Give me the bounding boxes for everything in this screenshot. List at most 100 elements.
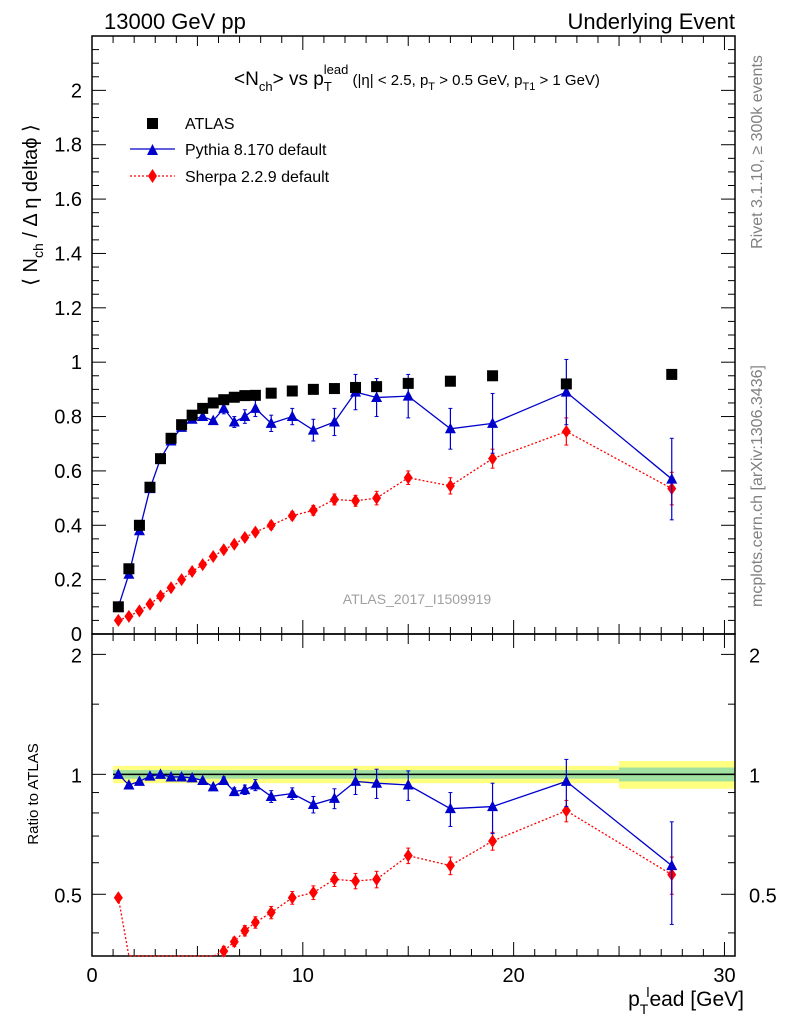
sherpa-main-point xyxy=(445,479,455,493)
pythia-main-point xyxy=(265,417,277,428)
xtick-label: 20 xyxy=(503,965,525,987)
legend-pythia-label: Pythia 8.170 default xyxy=(185,142,327,159)
ratio-ytick-label: 2 xyxy=(71,645,82,667)
main-ytick-label: 1.8 xyxy=(54,135,82,157)
sherpa-ratio-point xyxy=(287,891,297,905)
title-part: <N xyxy=(234,69,259,90)
pythia-main-point xyxy=(286,410,298,422)
plot-title: <Nch> vs pTlead (|η| < 2.5, pT > 0.5 GeV… xyxy=(234,62,600,94)
main-ytick-label: 0.2 xyxy=(54,570,82,592)
legend-pythia-marker xyxy=(147,144,158,155)
pythia-ratio-point xyxy=(144,770,156,781)
xlabel-part: ead [GeV] xyxy=(649,988,744,1011)
title-sub: T xyxy=(324,79,332,94)
sherpa-ratio-point xyxy=(351,874,361,888)
pythia-ratio-point xyxy=(286,787,298,799)
pythia-ratio-point xyxy=(328,792,340,803)
pythia-ratio-point xyxy=(307,798,319,810)
legend-sherpa-label: Sherpa 2.2.9 default xyxy=(185,169,330,186)
legend: ATLAS Pythia 8.170 default Sherpa 2.2.9 … xyxy=(130,116,330,186)
main-ylabel-part: ⟨ N xyxy=(20,258,42,286)
sherpa-main-point xyxy=(166,581,176,595)
ratio-series xyxy=(112,758,678,958)
ratio-ylabel: Ratio to ATLAS xyxy=(25,743,42,844)
title-sub: T1 xyxy=(522,81,535,93)
sherpa-main-point xyxy=(372,491,382,505)
atlas-point xyxy=(186,409,198,421)
atlas-point xyxy=(123,563,135,575)
ratio-uncertainty-band xyxy=(113,761,735,789)
sherpa-main-point xyxy=(403,471,413,485)
sherpa-ratio-point xyxy=(229,935,239,949)
xtick-label: 10 xyxy=(292,965,314,987)
sherpa-main-point xyxy=(229,537,239,551)
sherpa-ratio-point xyxy=(113,891,123,905)
pythia-main-point xyxy=(371,391,383,403)
sherpa-ratio-point xyxy=(308,886,318,900)
sherpa-ratio-point xyxy=(561,804,571,818)
pythia-main-point xyxy=(207,414,219,426)
pythia-ratio-point xyxy=(123,779,135,790)
xlabel-sup: l xyxy=(646,984,649,1000)
main-series xyxy=(112,358,678,627)
title-sub: ch xyxy=(259,79,273,94)
sherpa-ratio-point xyxy=(488,834,498,848)
atlas-point xyxy=(371,381,383,393)
pythia-ratio-point xyxy=(265,790,277,801)
sherpa-main-point xyxy=(124,609,134,623)
title-sub: T xyxy=(428,81,435,93)
atlas-point xyxy=(249,389,261,401)
sherpa-ratio-point xyxy=(219,944,229,958)
pythia-main-point xyxy=(444,422,456,434)
pythia-ratio-point xyxy=(218,774,230,785)
pythia-ratio-point xyxy=(487,800,499,812)
analysis-watermark: ATLAS_2017_I1509919 xyxy=(343,591,492,607)
atlas-point xyxy=(666,368,678,380)
pythia-main-point xyxy=(239,410,251,422)
pythia-main-point xyxy=(560,386,572,397)
xtick-label: 0 xyxy=(86,965,97,987)
sherpa-main-point xyxy=(308,503,318,517)
pythia-ratio-point xyxy=(249,779,261,790)
pythia-ratio-point xyxy=(176,770,188,782)
atlas-point xyxy=(207,397,219,409)
header-right: Underlying Event xyxy=(567,9,735,34)
ratio-ytick-label-right: 0.5 xyxy=(749,885,777,907)
sherpa-main-point xyxy=(187,564,197,578)
sherpa-ratio-point xyxy=(445,859,455,873)
atlas-point xyxy=(176,419,188,431)
atlas-point xyxy=(133,519,145,531)
sherpa-ratio-point xyxy=(266,906,276,920)
main-ytick-label: 0.4 xyxy=(54,515,82,537)
atlas-point xyxy=(307,383,319,395)
pythia-main-point xyxy=(307,424,319,435)
sherpa-main-point xyxy=(177,573,187,587)
sherpa-main-point xyxy=(351,494,361,508)
title-part: > 1 GeV) xyxy=(535,72,600,89)
main-ytick-label: 0.6 xyxy=(54,461,82,483)
atlas-point xyxy=(286,385,298,397)
sherpa-main-point xyxy=(287,509,297,523)
main-ytick-label: 2 xyxy=(71,80,82,102)
pythia-main-point xyxy=(402,390,414,401)
main-ytick-label: 0 xyxy=(71,624,82,646)
pythia-ratio-point xyxy=(207,780,219,792)
main-ytick-label: 1.4 xyxy=(54,243,82,265)
main-ylabel-sub: ch xyxy=(30,243,46,258)
main-ylabel-part: / Δ η deltaϕ ⟩ xyxy=(20,124,42,243)
pythia-ratio-point xyxy=(186,771,198,783)
xtick-label: 30 xyxy=(713,965,735,987)
sherpa-ratio-point xyxy=(329,872,339,886)
sherpa-main-point xyxy=(488,452,498,466)
atlas-point xyxy=(487,370,499,382)
pythia-main-point xyxy=(666,473,678,484)
atlas-point xyxy=(239,390,251,402)
main-axes: 0 0.2 0.4 0.6 0.8 1 1.2 1.4 1.6 1.8 2 xyxy=(54,36,735,646)
ratio-ytick-label-right: 2 xyxy=(749,645,760,667)
pythia-ratio-point xyxy=(112,768,124,779)
sherpa-main-point xyxy=(329,492,339,506)
pythia-ratio-point xyxy=(197,774,209,785)
pythia-ratio-point xyxy=(239,783,251,795)
ratio-ytick-label-right: 1 xyxy=(749,765,760,787)
